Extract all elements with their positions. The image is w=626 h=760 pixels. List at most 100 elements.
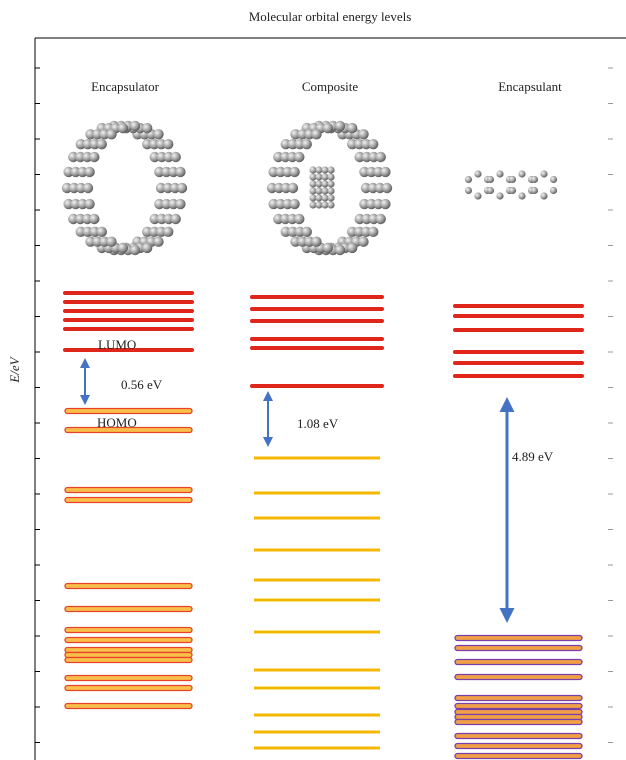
level — [455, 675, 582, 680]
atom — [311, 129, 321, 139]
atom — [465, 176, 472, 183]
level — [65, 628, 192, 633]
atom — [288, 183, 298, 193]
atom — [335, 245, 345, 255]
atom — [289, 199, 299, 209]
atom — [540, 170, 547, 177]
atom — [89, 152, 99, 162]
level — [65, 498, 192, 503]
atom — [465, 187, 472, 194]
atom — [531, 176, 538, 183]
level — [455, 696, 582, 701]
atom — [163, 139, 173, 149]
level — [65, 676, 192, 681]
atom — [540, 192, 547, 199]
atom — [153, 236, 163, 246]
gap-label: 0.56 eV — [121, 377, 163, 392]
atom — [382, 183, 392, 193]
atom — [175, 199, 185, 209]
level — [65, 638, 192, 643]
atom — [347, 243, 357, 253]
atom — [294, 214, 304, 224]
level — [455, 720, 582, 725]
atom — [327, 173, 334, 180]
level — [65, 409, 192, 414]
atom — [474, 192, 481, 199]
levels — [65, 293, 582, 759]
atom — [106, 129, 116, 139]
column-label: Encapsulator — [91, 79, 160, 94]
atom — [142, 123, 152, 133]
atom — [518, 170, 525, 177]
atom — [323, 123, 333, 133]
gap-label: 1.08 eV — [297, 416, 339, 431]
atom — [327, 180, 334, 187]
level — [455, 636, 582, 641]
atom — [294, 152, 304, 162]
level — [455, 704, 582, 709]
atom — [368, 227, 378, 237]
level — [65, 648, 192, 653]
lumo-label: LUMO — [98, 337, 136, 352]
atom — [84, 199, 94, 209]
atom — [175, 167, 185, 177]
atom — [89, 214, 99, 224]
atom — [347, 123, 357, 133]
atom — [550, 187, 557, 194]
atom — [358, 236, 368, 246]
atom — [376, 152, 386, 162]
level — [455, 744, 582, 749]
atom — [327, 187, 334, 194]
figure: Molecular orbital energy levels E/eV Enc… — [0, 0, 626, 760]
atom — [84, 167, 94, 177]
atom — [368, 139, 378, 149]
atom — [550, 176, 557, 183]
atom — [509, 176, 516, 183]
atom — [302, 227, 312, 237]
atom — [496, 192, 503, 199]
atom — [335, 121, 345, 131]
atom — [509, 187, 516, 194]
column-label: Composite — [302, 79, 359, 94]
atom — [380, 199, 390, 209]
atom — [130, 121, 140, 131]
atom — [327, 201, 334, 208]
atom — [376, 214, 386, 224]
atom — [302, 139, 312, 149]
level — [455, 754, 582, 759]
atom — [171, 152, 181, 162]
gap-label: 4.89 eV — [512, 449, 554, 464]
atom — [142, 243, 152, 253]
atom — [518, 192, 525, 199]
level — [65, 488, 192, 493]
atom — [153, 129, 163, 139]
atom — [531, 187, 538, 194]
molecules — [62, 121, 557, 255]
atom — [118, 123, 128, 133]
atom — [358, 129, 368, 139]
atom — [380, 167, 390, 177]
column-label: Encapsulant — [498, 79, 562, 94]
level — [65, 584, 192, 589]
y-axis-label: E/eV — [7, 355, 22, 383]
atom — [83, 183, 93, 193]
homo-label: HOMO — [97, 415, 137, 430]
atom — [289, 167, 299, 177]
atom — [130, 245, 140, 255]
atom — [163, 227, 173, 237]
level — [65, 686, 192, 691]
level — [65, 704, 192, 709]
atom — [177, 183, 187, 193]
level — [455, 646, 582, 651]
level — [65, 607, 192, 612]
level — [455, 715, 582, 720]
atom — [327, 194, 334, 201]
atom — [97, 139, 107, 149]
atom — [327, 166, 334, 173]
atom — [311, 236, 321, 246]
atom — [323, 243, 333, 253]
title: Molecular orbital energy levels — [249, 9, 412, 24]
atom — [487, 187, 494, 194]
atom — [496, 170, 503, 177]
level — [65, 658, 192, 663]
